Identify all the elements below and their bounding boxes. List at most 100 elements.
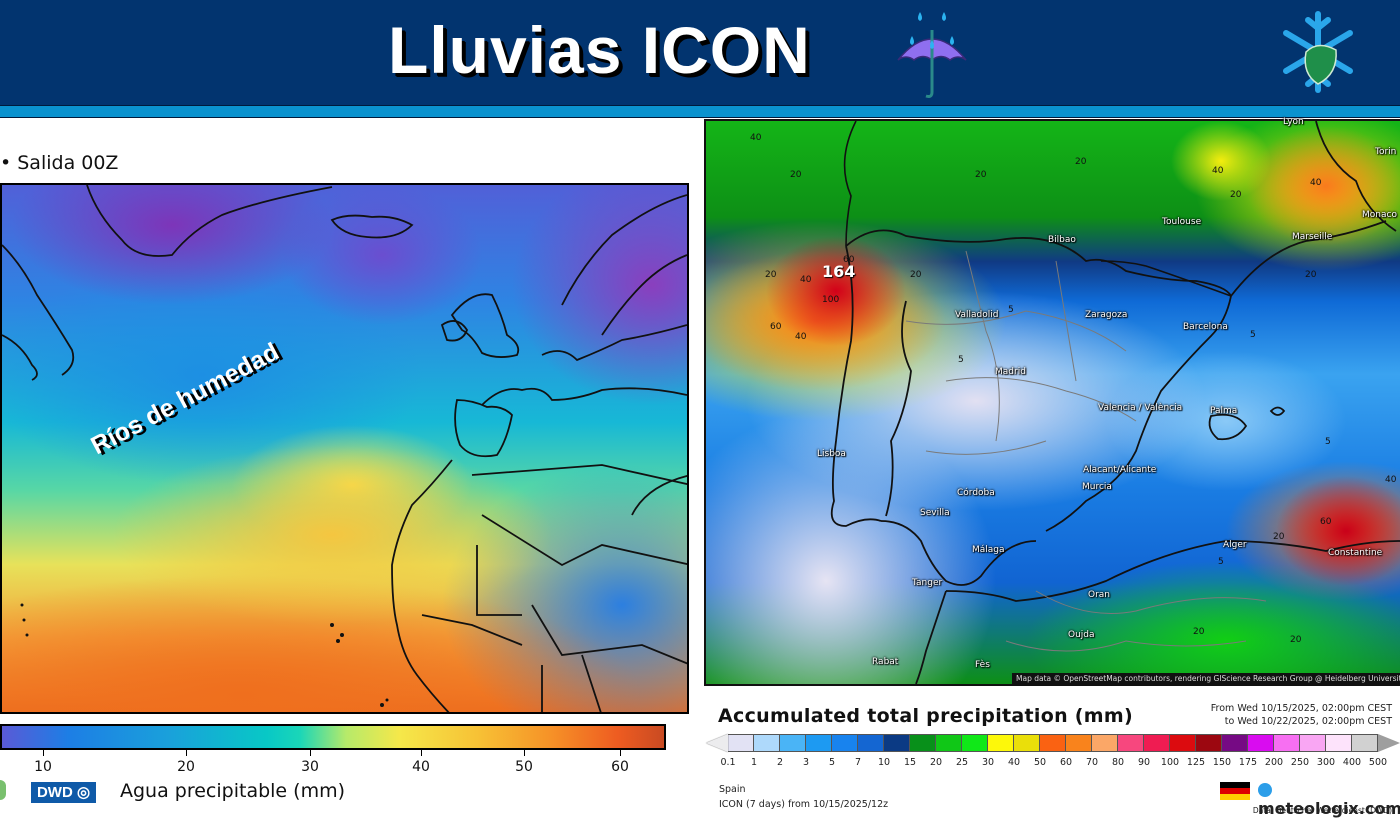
colorbar-tick bbox=[43, 750, 44, 756]
accumulated-precipitation-map bbox=[706, 121, 1400, 684]
scale-swatch bbox=[1066, 734, 1092, 752]
city-label: Lisboa bbox=[817, 449, 846, 459]
colorbar-tick-label: 10 bbox=[34, 759, 52, 775]
snowflake-leaf-logo bbox=[1283, 11, 1353, 93]
scale-swatch bbox=[936, 734, 962, 752]
scale-swatch bbox=[780, 734, 806, 752]
city-label: Lyon bbox=[1283, 117, 1304, 127]
scale-label: 40 bbox=[1007, 757, 1021, 768]
max-precip-value: 164 bbox=[822, 262, 856, 281]
city-label: Málaga bbox=[972, 545, 1005, 555]
header-stripe bbox=[0, 105, 1400, 118]
scale-arrow-right bbox=[1378, 734, 1400, 752]
scale-label: 175 bbox=[1238, 757, 1258, 768]
range-to: to Wed 10/22/2025, 02:00pm CEST bbox=[1224, 716, 1392, 727]
city-label: Rabat bbox=[872, 657, 899, 667]
scale-label: 70 bbox=[1085, 757, 1099, 768]
run-subtitle: • Salida 00Z bbox=[0, 152, 119, 174]
city-label: Zaragoza bbox=[1085, 310, 1128, 320]
borders-overlay bbox=[830, 121, 1400, 684]
city-label: Oujda bbox=[1068, 630, 1095, 640]
scale-swatch bbox=[988, 734, 1014, 752]
contour-label: 40 bbox=[795, 332, 807, 342]
city-label: Alger bbox=[1223, 540, 1247, 550]
contour-label: 5 bbox=[958, 355, 964, 365]
contour-label: 5 bbox=[1008, 305, 1014, 315]
scale-label: 0.1 bbox=[720, 757, 736, 768]
colorbar-tick-label: 30 bbox=[301, 759, 319, 775]
scale-label: 400 bbox=[1342, 757, 1362, 768]
scale-label: 20 bbox=[929, 757, 943, 768]
city-label: Toulouse bbox=[1162, 217, 1202, 227]
contour-label: 20 bbox=[1230, 190, 1242, 200]
contour-label: 60 bbox=[770, 322, 782, 332]
city-label: Monaco bbox=[1362, 210, 1397, 220]
city-label: Murcia bbox=[1082, 482, 1112, 492]
precipitable-water-colorbar bbox=[0, 724, 666, 750]
city-label: Marseille bbox=[1292, 232, 1333, 242]
city-label: Córdoba bbox=[957, 488, 995, 498]
page-title: Lluvias ICON bbox=[388, 13, 811, 87]
colorbar-tick-label: 50 bbox=[515, 759, 533, 775]
scale-arrow-left bbox=[706, 734, 728, 752]
contour-label: 40 bbox=[750, 133, 762, 143]
scale-label: 15 bbox=[903, 757, 917, 768]
forecast-range: From Wed 10/15/2025, 02:00pm CEST to Wed… bbox=[1211, 702, 1392, 728]
contour-label: 20 bbox=[765, 270, 777, 280]
scale-label: 7 bbox=[854, 757, 862, 768]
colorbar-tick bbox=[620, 750, 621, 756]
city-label: Fès bbox=[975, 660, 990, 670]
scale-label: 30 bbox=[981, 757, 995, 768]
scale-swatch bbox=[1222, 734, 1248, 752]
scale-label: 2 bbox=[776, 757, 784, 768]
scale-label: 1 bbox=[750, 757, 758, 768]
city-label: Sevilla bbox=[920, 508, 950, 518]
city-label: Oran bbox=[1088, 590, 1111, 600]
city-label: Torin bbox=[1375, 147, 1397, 157]
meteologix-logo-icon bbox=[1258, 783, 1272, 797]
contour-label: 5 bbox=[1218, 557, 1224, 567]
city-label: Valencia / València bbox=[1098, 403, 1183, 413]
city-label: Constantine bbox=[1328, 548, 1383, 558]
precipitation-color-scale bbox=[706, 734, 1400, 752]
colorbar-tick-label: 40 bbox=[412, 759, 430, 775]
scale-swatch bbox=[910, 734, 936, 752]
scale-swatch bbox=[1014, 734, 1040, 752]
colorbar-tick bbox=[310, 750, 311, 756]
scale-swatch bbox=[1170, 734, 1196, 752]
city-label: Madrid bbox=[995, 367, 1026, 377]
meteologix-logo: meteologix.com bbox=[1258, 780, 1400, 818]
colorbar-tick-label: 60 bbox=[611, 759, 629, 775]
scale-label: 200 bbox=[1264, 757, 1284, 768]
umbrella-with-rain-icon bbox=[897, 12, 967, 98]
colorbar-units-label: Agua precipitable (mm) bbox=[120, 780, 345, 802]
contour-label: 20 bbox=[1075, 157, 1087, 167]
scale-label: 25 bbox=[955, 757, 969, 768]
contour-label: 40 bbox=[1385, 475, 1397, 485]
contour-label: 100 bbox=[822, 295, 840, 305]
dwd-logo: DWD ◎ bbox=[31, 782, 96, 803]
scale-label: 5 bbox=[828, 757, 836, 768]
contour-label: 5 bbox=[1325, 437, 1331, 447]
scale-swatch bbox=[1274, 734, 1300, 752]
contour-label: 20 bbox=[1290, 635, 1302, 645]
range-from: From Wed 10/15/2025, 02:00pm CEST bbox=[1210, 703, 1392, 714]
scale-label: 500 bbox=[1368, 757, 1388, 768]
scale-swatch bbox=[1118, 734, 1144, 752]
contour-label: 20 bbox=[790, 170, 802, 180]
data-credit: Data: Deutscher Wetterdienst (DWD) bbox=[1252, 806, 1392, 815]
city-label: Alacant/Alicante bbox=[1083, 465, 1157, 475]
scale-label: 125 bbox=[1186, 757, 1206, 768]
scale-swatch bbox=[754, 734, 780, 752]
germany-flag-icon bbox=[1220, 782, 1250, 800]
scale-swatch bbox=[728, 734, 754, 752]
scale-label: 100 bbox=[1160, 757, 1180, 768]
scale-label: 80 bbox=[1111, 757, 1125, 768]
scale-label: 150 bbox=[1212, 757, 1232, 768]
colorbar-tick bbox=[421, 750, 422, 756]
contour-label: 40 bbox=[1310, 178, 1322, 188]
model-line: ICON (7 days) from 10/15/2025/12z bbox=[719, 799, 889, 810]
scale-label: 3 bbox=[802, 757, 810, 768]
contour-label: 20 bbox=[910, 270, 922, 280]
scale-label: 300 bbox=[1316, 757, 1336, 768]
